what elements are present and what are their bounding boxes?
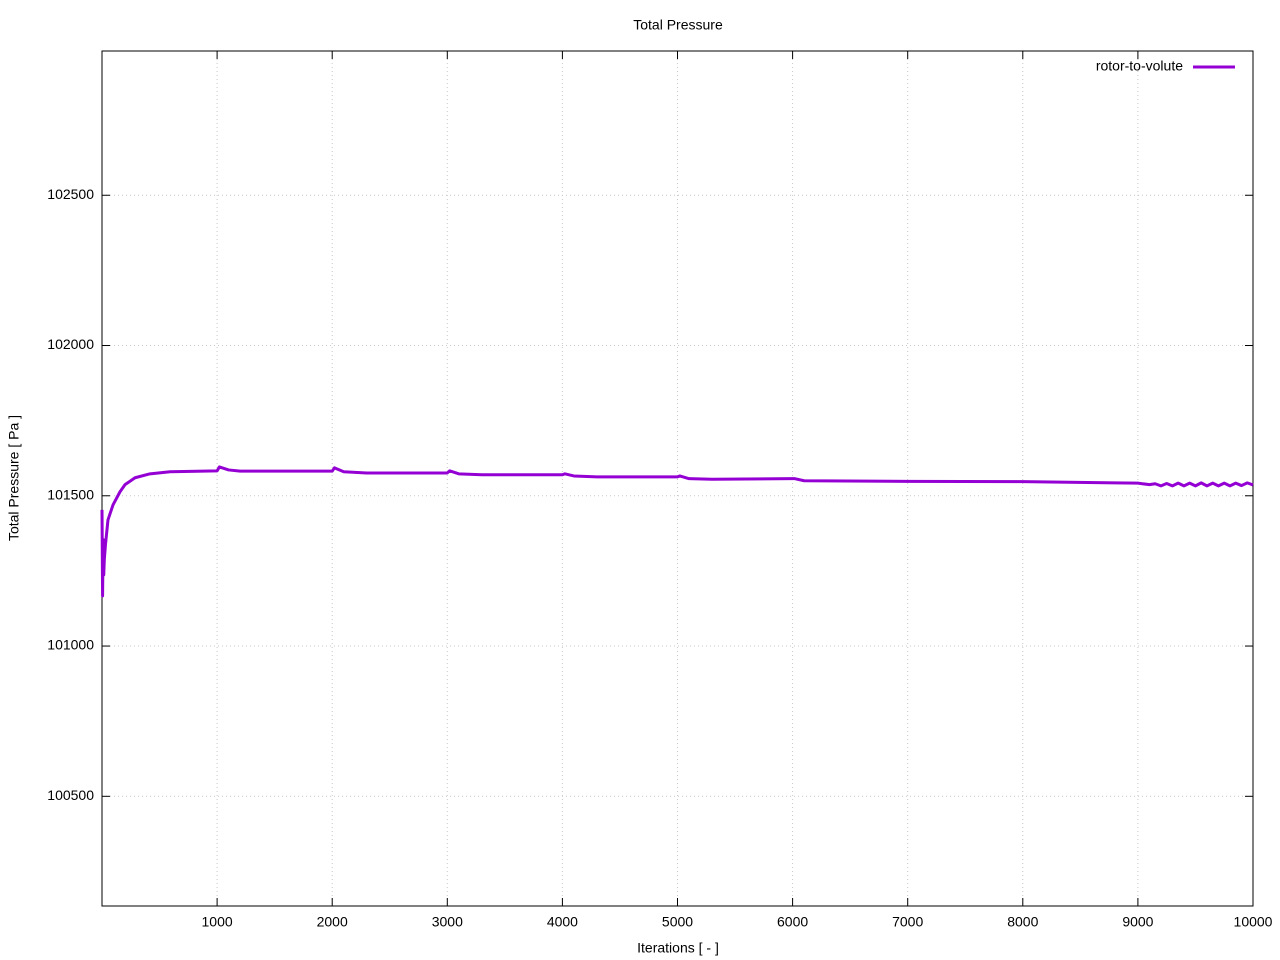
- x-tick-label: 6000: [777, 914, 808, 930]
- x-tick-label: 4000: [547, 914, 578, 930]
- x-tick-label: 5000: [662, 914, 693, 930]
- x-axis-label: Iterations [ - ]: [637, 940, 719, 956]
- legend-label: rotor-to-volute: [1096, 58, 1183, 74]
- x-tick-label: 2000: [317, 914, 348, 930]
- y-tick-label: 101000: [47, 637, 94, 653]
- chart-title: Total Pressure: [633, 17, 723, 33]
- x-tick-label: 1000: [202, 914, 233, 930]
- grid: [102, 51, 1254, 906]
- x-tick-label: 3000: [432, 914, 463, 930]
- data-line: [100, 465, 1254, 598]
- x-tick-label: 9000: [1122, 914, 1153, 930]
- y-tick-label: 102500: [47, 186, 94, 202]
- x-tick-label: 7000: [892, 914, 923, 930]
- x-tick-label: 10000: [1234, 914, 1273, 930]
- y-tick-label: 101500: [47, 486, 94, 502]
- x-tick-label: 8000: [1007, 914, 1038, 930]
- y-axis-label: Total Pressure [ Pa ]: [6, 415, 22, 541]
- y-tick-label: 100500: [47, 787, 94, 803]
- y-tick-label: 102000: [47, 336, 94, 352]
